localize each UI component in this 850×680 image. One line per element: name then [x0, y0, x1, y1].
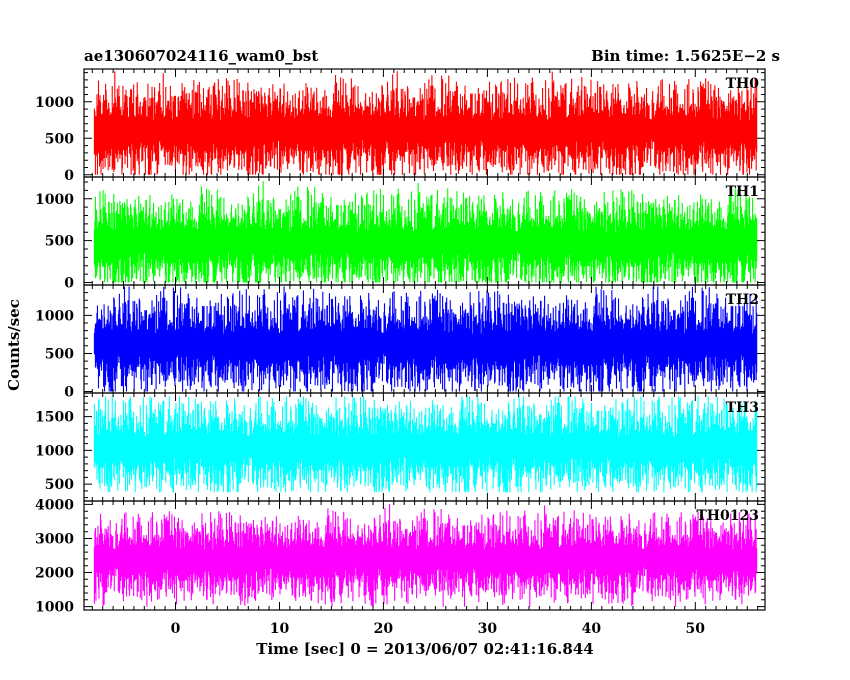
series-name-label: TH2	[726, 292, 759, 308]
panel-ticks	[84, 393, 765, 501]
panel-th1-labels: 0 500 1000 TH1	[35, 184, 759, 292]
x-tick-label: 0	[171, 621, 181, 637]
panel-th3	[83, 392, 766, 502]
series-name-label: TH3	[726, 400, 759, 416]
y-tick-label: 4000	[35, 497, 74, 513]
y-tick-label: 0	[64, 385, 74, 401]
panel-th0123-labels: 1000 2000 3000 4000 TH0123	[35, 497, 759, 615]
x-tick-label: 30	[478, 621, 498, 637]
y-tick-label: 1000	[35, 192, 74, 208]
x-tick-label: 50	[686, 621, 706, 637]
panel-ticks	[84, 69, 765, 177]
panel-ticks	[84, 284, 765, 393]
series-th0-line	[93, 71, 758, 175]
y-tick-label: 1500	[35, 410, 74, 426]
plot-layer	[83, 68, 766, 611]
series-th1-line	[93, 181, 758, 283]
chart-title: ae130607024116_wam0_bst	[84, 47, 318, 65]
panel-th0	[83, 68, 766, 178]
y-tick-label: 500	[45, 347, 74, 363]
y-tick-label: 1000	[35, 95, 74, 111]
panel-th3-labels: 500 1000 1500 TH3	[35, 400, 759, 493]
panel-ticks	[84, 177, 765, 285]
y-tick-label: 500	[45, 477, 74, 493]
x-tick-label: 20	[374, 621, 394, 637]
bin-time-label: Bin time: 1.5625E−2 s	[591, 47, 780, 65]
y-tick-label: 500	[45, 131, 74, 147]
y-tick-label: 0	[64, 168, 74, 184]
panel-th0123	[83, 500, 766, 611]
y-tick-label: 2000	[35, 566, 74, 582]
series-th3-line	[93, 396, 758, 493]
y-tick-label: 1000	[35, 308, 74, 324]
series-th0123-line	[93, 504, 758, 607]
y-axis-label: Counts/sec	[5, 299, 23, 391]
x-tick-labels: 0 10 20 30 40 50	[171, 621, 706, 637]
series-name-label: TH0	[726, 76, 760, 92]
y-tick-label: 1000	[35, 443, 74, 459]
panel-th0-labels: 0 500 1000 TH0	[35, 76, 759, 184]
panel-th2	[83, 284, 766, 394]
y-tick-label: 500	[45, 234, 74, 250]
x-tick-label: 40	[582, 621, 602, 637]
panel-th2-labels: 0 500 1000 TH2	[35, 292, 759, 401]
panel-ticks	[84, 501, 765, 610]
panel-th1	[83, 176, 766, 286]
y-tick-label: 1000	[35, 600, 74, 616]
series-th2-line	[93, 286, 758, 392]
x-axis-label: Time [sec] 0 = 2013/06/07 02:41:16.844	[256, 640, 593, 658]
y-tick-label: 3000	[35, 532, 74, 548]
x-tick-label: 10	[270, 621, 290, 637]
series-name-label: TH1	[726, 184, 759, 200]
series-name-label: TH0123	[696, 508, 759, 524]
y-tick-label: 0	[64, 276, 74, 292]
